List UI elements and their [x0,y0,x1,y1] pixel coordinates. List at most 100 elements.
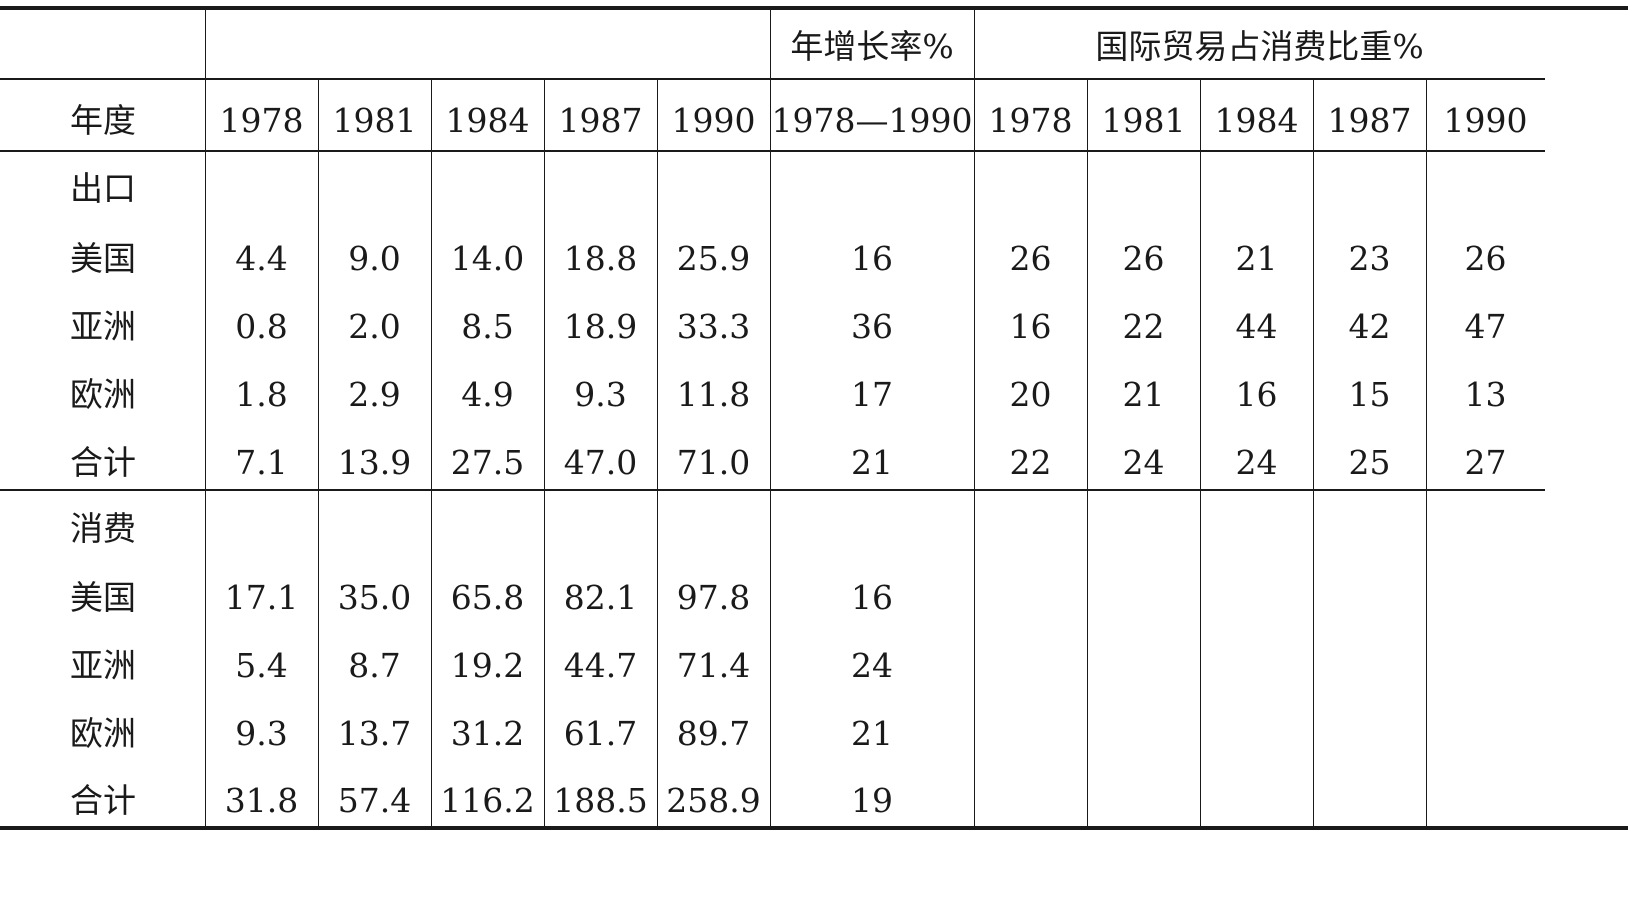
share-cell [974,703,1087,763]
share-year-header: 1984 [1214,100,1299,140]
growth-cell: 24 [851,645,893,685]
growth-period-header: 1978—1990 [771,100,973,140]
share-cell: 26 [1122,238,1165,278]
share-cell: 42 [1348,306,1391,346]
table-cell: 5.4 [235,645,288,685]
table-cell: 44.7 [563,645,638,685]
table-cell: 27.5 [450,442,525,482]
section-divider [0,489,1545,491]
table-cell: 25.9 [676,238,751,278]
table-cell: 116.2 [440,780,535,820]
row-label: 合计 [70,780,136,820]
share-cell: 26 [1009,238,1052,278]
table-cell: 0.8 [235,306,288,346]
share-cell [1426,567,1545,627]
column-rule [974,8,975,826]
table-cell: 8.7 [348,645,401,685]
share-cell: 20 [1009,374,1052,414]
table-cell: 19.2 [450,645,525,685]
growth-cell: 21 [851,713,893,753]
growth-cell: 17 [851,374,893,414]
share-cell: 13 [1464,374,1507,414]
table-cell: 35.0 [337,577,412,617]
table-cell: 82.1 [563,577,638,617]
table-cell: 258.9 [666,780,761,820]
table-cell: 14.0 [450,238,525,278]
growth-group-header: 年增长率% [790,26,954,66]
year-header: 1981 [332,100,417,140]
share-cell [1200,770,1313,830]
share-cell: 26 [1464,238,1507,278]
table-cell: 97.8 [676,577,751,617]
table-cell: 89.7 [676,713,751,753]
growth-cell: 36 [851,306,893,346]
share-group-header: 国际贸易占消费比重% [1095,26,1424,66]
table-cell: 31.8 [224,780,299,820]
share-cell [1200,703,1313,763]
share-cell: 23 [1348,238,1391,278]
column-rule [544,78,545,826]
header-divider [0,78,1545,80]
share-cell [1087,635,1200,695]
column-rule [1426,78,1427,826]
share-cell [1087,567,1200,627]
share-cell [1313,703,1426,763]
table-cell: 2.9 [348,374,401,414]
year-header: 1987 [558,100,643,140]
share-cell: 15 [1348,374,1391,414]
share-year-header: 1978 [988,100,1073,140]
table-cell: 11.8 [676,374,751,414]
top-rule [0,6,1628,10]
table-cell: 61.7 [563,713,638,753]
share-cell: 47 [1464,306,1507,346]
column-rule [431,78,432,826]
share-cell: 16 [1235,374,1278,414]
share-cell: 16 [1009,306,1052,346]
table-cell: 8.5 [461,306,514,346]
year-header: 1984 [445,100,530,140]
share-cell: 21 [1235,238,1278,278]
row-label: 欧洲 [70,713,136,753]
share-cell: 21 [1122,374,1165,414]
share-year-header: 1987 [1327,100,1412,140]
share-cell [974,567,1087,627]
share-cell [1087,703,1200,763]
share-cell: 27 [1464,442,1507,482]
table-cell: 4.9 [461,374,514,414]
year-header: 1978 [219,100,304,140]
table-cell: 13.9 [337,442,412,482]
share-cell [1426,635,1545,695]
table-cell: 71.4 [676,645,751,685]
column-rule [318,78,319,826]
share-cell: 22 [1122,306,1165,346]
growth-cell: 19 [851,780,893,820]
share-year-header: 1990 [1443,100,1528,140]
table-cell: 31.2 [450,713,525,753]
growth-cell: 16 [851,577,893,617]
share-cell [1313,635,1426,695]
table-cell: 71.0 [676,442,751,482]
column-rule [770,8,771,826]
table-cell: 18.9 [563,306,638,346]
table-cell: 188.5 [553,780,648,820]
share-cell [1426,703,1545,763]
header-bottom-rule [0,150,1545,152]
column-rule [1087,78,1088,826]
row-label: 亚洲 [70,645,136,685]
table-cell: 2.0 [348,306,401,346]
share-cell: 24 [1122,442,1165,482]
row-label-header: 年度 [70,100,136,140]
share-cell: 25 [1348,442,1391,482]
share-cell: 22 [1009,442,1052,482]
row-label: 亚洲 [70,306,136,346]
table-cell: 1.8 [235,374,288,414]
row-label: 欧洲 [70,374,136,414]
section-title: 消费 [70,508,136,548]
share-cell [1426,770,1545,830]
column-rule [205,8,206,826]
table-cell: 18.8 [563,238,638,278]
table-cell: 9.3 [574,374,627,414]
share-year-header: 1981 [1101,100,1186,140]
table-cell: 47.0 [563,442,638,482]
table-cell: 9.3 [235,713,288,753]
